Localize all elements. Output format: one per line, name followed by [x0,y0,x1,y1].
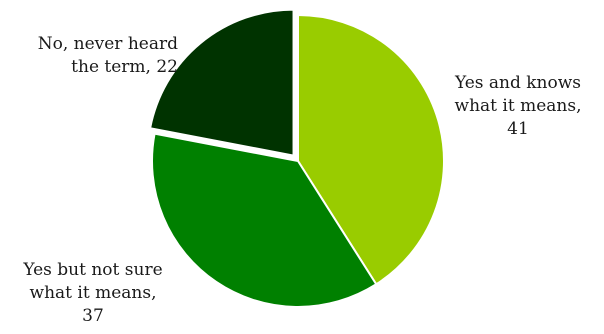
slice-label-yes-not-sure: Yes but not sure what it means, 37 [8,259,178,328]
slice-label-yes-knows: Yes and knows what it means, 41 [438,72,598,141]
slice-label-yes-knows-line-1: Yes and knows [454,73,582,93]
slice-label-never-heard: No, never heard the term, 22 [6,33,178,79]
slice-label-yes-not-sure-line-2: what it means, [29,283,157,303]
slice-label-yes-not-sure-line-3: 37 [82,306,104,326]
slice-label-never-heard-line-2: the term, 22 [71,57,178,77]
slice-label-yes-knows-line-3: 41 [507,119,529,139]
slice-label-yes-knows-line-2: what it means, [454,96,582,116]
slice-yes-not-sure [151,132,378,308]
slice-label-never-heard-line-1: No, never heard [37,34,178,54]
slice-label-yes-not-sure-line-1: Yes but not sure [23,260,163,280]
slice-never-heard [148,8,295,157]
